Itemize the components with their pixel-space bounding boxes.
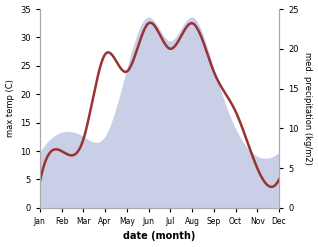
X-axis label: date (month): date (month) [123, 231, 196, 242]
Y-axis label: max temp (C): max temp (C) [5, 80, 15, 137]
Y-axis label: med. precipitation (kg/m2): med. precipitation (kg/m2) [303, 52, 313, 165]
